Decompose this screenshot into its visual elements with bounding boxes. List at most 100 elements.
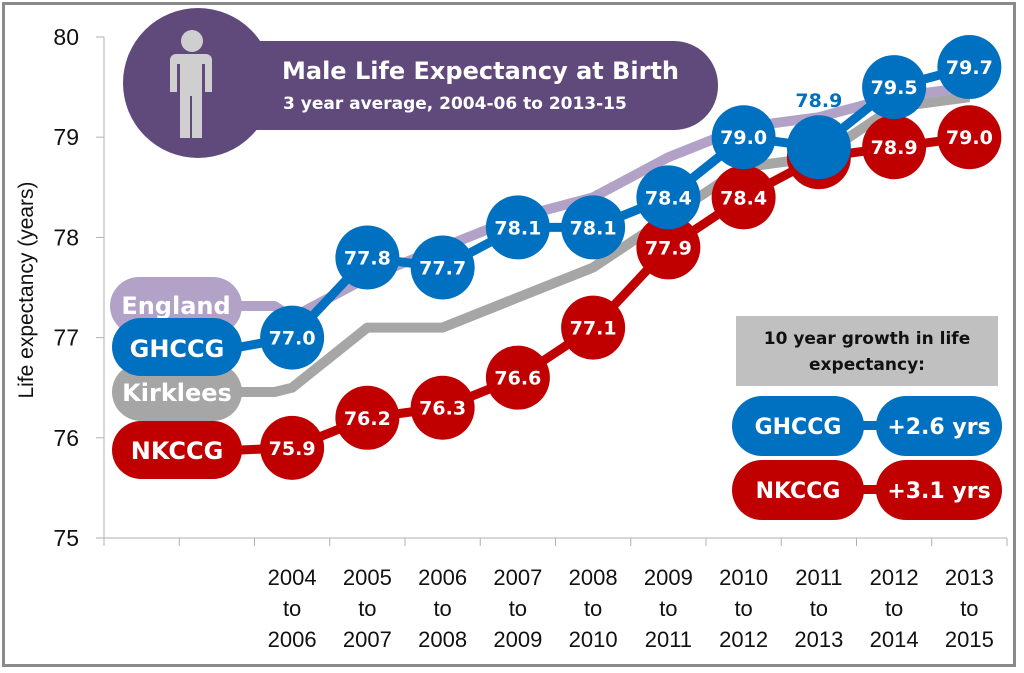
data-marker: [937, 105, 1002, 170]
data-marker: [260, 305, 325, 370]
data-marker: [862, 55, 927, 120]
x-tick-label-line: 2009: [644, 565, 693, 590]
growth-value-nkccg: +3.1 yrs: [887, 479, 990, 504]
data-label: 77.0: [269, 328, 316, 350]
data-label: 78.4: [645, 187, 692, 209]
data-point-nkccg: 76.6: [485, 345, 550, 410]
data-marker: [636, 165, 701, 230]
x-tick-label-line: 2013: [945, 565, 994, 590]
data-point-ghccg: 78.1: [561, 195, 626, 260]
data-point-ghccg: 79.5: [862, 55, 927, 120]
data-point-nkccg: 79.0: [937, 105, 1002, 170]
data-marker: [711, 165, 776, 230]
chart-title: Male Life Expectancy at Birth: [282, 57, 679, 85]
y-tick-label: 78: [53, 224, 79, 250]
data-point-nkccg: 77.1: [561, 295, 626, 360]
data-point-ghccg: 77.8: [335, 225, 400, 290]
x-tick-label: 2005 to 2007: [343, 565, 392, 652]
data-point-nkccg: 78.9: [862, 115, 927, 180]
data-label: 78.9: [795, 90, 842, 112]
x-tick-label-line: to: [659, 596, 677, 621]
data-point-nkccg: 77.9: [636, 215, 701, 280]
data-marker: [485, 345, 550, 410]
x-tick-label-line: to: [734, 596, 752, 621]
growth-pill-value: [876, 460, 1002, 520]
x-tick-label: 2007 to 2009: [493, 565, 542, 652]
data-point-ghccg: 77.0: [260, 305, 325, 370]
data-label: 77.1: [570, 318, 617, 340]
x-tick-label-line: 2008: [569, 565, 618, 590]
data-point-nkccg: 78.4: [711, 165, 776, 230]
x-tick-label-line: to: [885, 596, 903, 621]
legend-pill-ghccg: [112, 318, 242, 376]
chart-subtitle: 3 year average, 2004-06 to 2013-15: [283, 94, 627, 114]
x-tick-label: 2013 to 2015: [945, 565, 994, 652]
data-point-ghccg: 78.1: [485, 195, 550, 260]
data-marker: [561, 295, 626, 360]
data-marker: [260, 415, 325, 480]
x-tick-label-line: to: [283, 596, 301, 621]
x-tick-label-line: 2010: [719, 565, 768, 590]
x-tick-label: 2012 to 2014: [870, 565, 919, 652]
data-marker: [410, 375, 475, 440]
growth-header-line2: expectancy:: [809, 355, 925, 375]
data-point-ghccg: 79.7: [937, 35, 1002, 100]
legend-pill-kirklees: [112, 363, 242, 421]
x-tick-label-line: 2015: [945, 627, 994, 652]
y-tick-label: 79: [53, 124, 79, 150]
legend-item-ghccg: GHCCG: [112, 318, 242, 376]
x-tick-label-line: 2006: [268, 627, 317, 652]
data-marker: [636, 215, 701, 280]
data-point-nkccg: 75.9: [260, 415, 325, 480]
x-tick-label-line: to: [433, 596, 451, 621]
data-point-ghccg: 77.7: [410, 235, 475, 300]
data-label: 78.1: [570, 217, 617, 239]
x-tick-label-line: to: [584, 596, 602, 621]
growth-header-box: [736, 316, 998, 386]
data-marker: [561, 195, 626, 260]
data-marker: [335, 385, 400, 450]
x-tick-label: 2009 to 2011: [644, 565, 693, 652]
x-tick-label: 2010 to 2012: [719, 565, 768, 652]
data-point-ghccg: 78.9: [786, 90, 851, 180]
legend-item-nkccg: NKCCG: [112, 421, 242, 479]
data-point-ghccg: 78.4: [636, 165, 701, 230]
growth-pill-connector: [860, 485, 880, 494]
data-marker: [862, 115, 927, 180]
legend-label-kirklees: Kirklees: [122, 379, 232, 407]
growth-pill-connector: [860, 421, 880, 430]
legend-label-england: England: [121, 292, 230, 320]
data-label: 78.1: [494, 217, 541, 239]
x-tick-label-line: 2006: [418, 565, 467, 590]
x-tick-label-line: 2012: [719, 627, 768, 652]
data-label: 79.5: [871, 77, 918, 99]
growth-pill-value: [876, 396, 1002, 456]
data-label: 79.0: [720, 127, 767, 149]
x-tick-label-line: 2009: [493, 627, 542, 652]
male-person-icon: [170, 30, 212, 138]
x-tick-label: 2008 to 2010: [569, 565, 618, 652]
x-tick-label-line: 2011: [795, 565, 842, 590]
data-label: 79.7: [946, 57, 993, 79]
x-tick-label-line: to: [960, 596, 978, 621]
title-banner: [200, 41, 718, 130]
data-marker: [335, 225, 400, 290]
data-point-nkccg: 76.2: [335, 385, 400, 450]
y-tick-label: 76: [53, 425, 79, 451]
series-markers: 75.976.276.376.677.177.978.478.878.979.0…: [260, 35, 1002, 480]
growth-name-nkccg: NKCCG: [756, 479, 841, 504]
data-marker: [786, 115, 851, 180]
x-tick-label-line: 2008: [418, 627, 467, 652]
legend-pill-nkccg: [112, 421, 242, 479]
x-tick-label-line: 2010: [569, 627, 618, 652]
x-tick-label-line: to: [358, 596, 376, 621]
x-tick-label: 2004 to 2006: [268, 565, 317, 652]
legend-label-nkccg: NKCCG: [131, 437, 224, 465]
legend-label-ghccg: GHCCG: [130, 335, 225, 363]
data-label: 77.8: [344, 247, 391, 269]
data-label: 76.6: [494, 368, 541, 390]
x-tick-label: 2006 to 2008: [418, 565, 467, 652]
data-label: 79.0: [946, 127, 993, 149]
data-label: 78.9: [871, 137, 918, 159]
